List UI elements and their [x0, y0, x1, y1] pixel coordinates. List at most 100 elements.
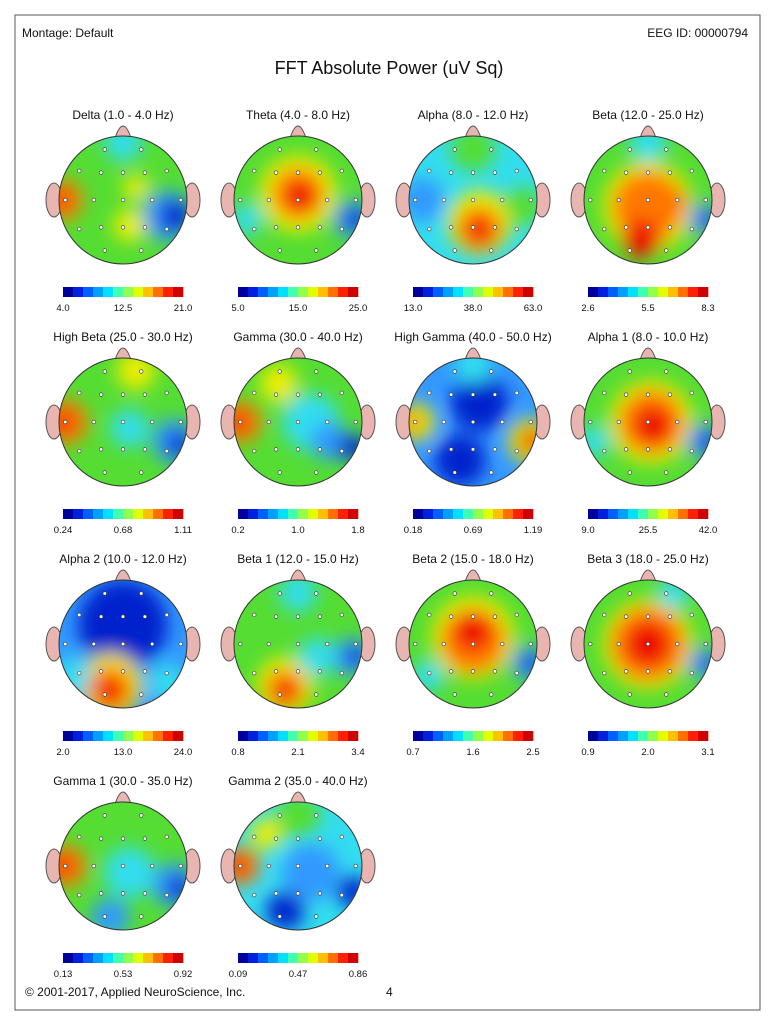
electrode: [120, 614, 126, 619]
scale-label: 21.0: [174, 303, 193, 314]
topo-blob: [409, 412, 422, 432]
electrode: [514, 671, 519, 676]
electrode: [353, 419, 358, 425]
electrode: [164, 168, 169, 173]
electrode: [645, 447, 651, 452]
electrode: [664, 248, 669, 253]
electrode: [120, 836, 126, 841]
scale-swatch: [503, 731, 514, 741]
electrode: [492, 225, 497, 230]
scale-swatch: [638, 287, 649, 297]
electrode: [77, 612, 82, 617]
electrode: [616, 419, 621, 425]
scale-swatch: [503, 287, 514, 297]
electrode: [142, 170, 147, 175]
electrode: [142, 447, 147, 452]
topo-blob: [453, 612, 493, 651]
electrode: [120, 863, 126, 869]
scale-swatch: [608, 287, 619, 297]
scale-swatch: [453, 509, 464, 519]
electrode: [274, 669, 279, 674]
topo-blobs: [409, 136, 537, 255]
electrode: [528, 419, 533, 425]
scale-swatch: [523, 731, 534, 741]
electrode: [102, 248, 107, 253]
scale-swatch: [173, 953, 184, 963]
copyright: © 2001-2017, Applied NeuroScience, Inc.: [25, 985, 245, 999]
electrode: [339, 168, 344, 173]
topo-blob: [113, 209, 146, 242]
electrode: [452, 248, 457, 253]
electrode: [514, 168, 519, 173]
electrode: [266, 419, 271, 425]
electrode: [627, 692, 632, 697]
head-outline: [233, 801, 363, 931]
electrode: [470, 447, 476, 452]
topo-blob: [673, 193, 687, 207]
scale-swatch: [238, 953, 249, 963]
electrode: [295, 170, 301, 175]
scale-label: 0.18: [404, 525, 423, 536]
electrode: [452, 147, 457, 152]
electrode: [624, 392, 629, 397]
scale-swatch: [598, 287, 609, 297]
electrode: [470, 419, 476, 425]
scale-swatch: [513, 731, 524, 741]
electrode: [77, 893, 82, 898]
electrode: [252, 168, 257, 173]
electrode: [602, 390, 607, 395]
scale-label: 12.5: [114, 303, 133, 314]
topo-map: Beta 3 (18.0 - 25.0 Hz) 0.9 2.0 3.1: [570, 552, 726, 758]
scale-swatch: [153, 731, 164, 741]
electrode: [295, 891, 301, 896]
electrode: [266, 863, 271, 869]
topo-blob: [273, 680, 297, 704]
scale-swatch: [443, 509, 454, 519]
topo-blob: [250, 818, 282, 850]
scale-swatch: [133, 509, 144, 519]
scale-swatch: [308, 953, 319, 963]
electrode: [139, 470, 144, 475]
scale-swatch: [328, 953, 339, 963]
scale-swatch: [413, 731, 424, 741]
scale-swatch: [678, 287, 689, 297]
electrode: [449, 447, 454, 452]
scale-swatch: [103, 953, 114, 963]
electrode: [492, 170, 497, 175]
scale-label: 0.47: [289, 969, 308, 980]
scale-swatch: [143, 287, 154, 297]
topo-map: High Gamma (40.0 - 50.0 Hz) 0.18 0.69 1.19: [394, 330, 551, 536]
scale-swatch: [153, 287, 164, 297]
electrode: [500, 419, 505, 425]
electrode: [142, 669, 147, 674]
topo-blob: [450, 136, 496, 172]
electrode: [470, 614, 476, 619]
scale-swatch: [678, 509, 689, 519]
electrode: [325, 197, 330, 203]
scale-swatch: [608, 509, 619, 519]
electrode: [689, 168, 694, 173]
topo-map: Alpha (8.0 - 12.0 Hz) 13.0 38.0 63.0: [395, 108, 551, 314]
scale-label: 3.4: [351, 747, 364, 758]
scale-swatch: [63, 287, 74, 297]
scale-swatch: [63, 953, 74, 963]
map-title: Beta 2 (15.0 - 18.0 Hz): [412, 552, 533, 566]
electrode: [317, 392, 322, 397]
electrode: [489, 470, 494, 475]
topo-fill: [409, 136, 537, 264]
topo-fill: [59, 580, 187, 708]
topo-blobs: [234, 802, 362, 930]
scale-swatch: [318, 509, 329, 519]
topo-blob: [103, 846, 155, 899]
topo-blob: [298, 637, 337, 676]
topo-map: Theta (4.0 - 8.0 Hz) 5.0 15.0 25.0: [220, 108, 376, 314]
electrode: [102, 147, 107, 152]
scale-swatch: [473, 509, 484, 519]
scale-swatch: [668, 509, 679, 519]
scale-label: 25.5: [639, 525, 658, 536]
electrode: [295, 863, 301, 869]
scale-label: 8.3: [701, 303, 714, 314]
electrode: [99, 170, 104, 175]
scale-swatch: [163, 287, 174, 297]
scale-label: 2.0: [641, 747, 654, 758]
